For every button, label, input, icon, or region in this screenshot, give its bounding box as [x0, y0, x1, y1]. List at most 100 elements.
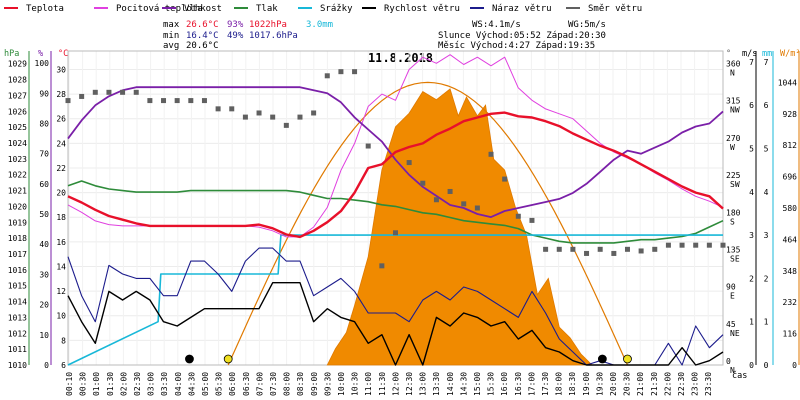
tick-x: 19:00: [582, 372, 591, 396]
tick-wm2: 232: [783, 298, 798, 307]
tick-x: 21:30: [650, 372, 659, 396]
series-solar-max: [227, 81, 629, 366]
tick-ms: 4: [749, 188, 754, 197]
wind-dir-point: [693, 242, 699, 248]
unit-c: °C: [58, 49, 68, 59]
tick-dir-name: NW: [730, 106, 740, 115]
series-wind-speed: [67, 282, 724, 366]
tick-dir-name: NE: [730, 329, 740, 338]
tick-dir-name: N: [730, 366, 735, 375]
tick-x: 20:30: [623, 372, 632, 396]
tick-x: 04:30: [187, 372, 196, 396]
tick-dir: 0: [726, 357, 731, 366]
legend-wind-gust: Náraz větru: [492, 4, 552, 14]
tick-ms: 3: [749, 231, 754, 240]
wind-dir-point: [120, 89, 126, 95]
unit-hpa: hPa: [4, 49, 19, 59]
tick-hpa: 1027: [8, 91, 27, 100]
tick-hpa: 1011: [8, 345, 27, 354]
wind-dir-point: [379, 263, 385, 269]
tick-dir: 90: [726, 283, 736, 292]
tick-mm: 1: [764, 318, 769, 327]
tick-hpa: 1017: [8, 250, 27, 259]
wind-dir-point: [283, 122, 289, 128]
tick-x: 00:30: [79, 372, 88, 396]
tick-hpa: 1018: [8, 234, 27, 243]
stat-min-label: min: [163, 31, 179, 41]
tick-x: 05:30: [215, 372, 224, 396]
tick-x: 18:00: [555, 372, 564, 396]
legend-temperature: Teplota: [26, 4, 64, 14]
tick-x: 03:30: [160, 372, 169, 396]
tick-c: 12: [56, 287, 66, 296]
legend-feels-like: Pocitová teplota: [116, 4, 203, 14]
tick-wm2: 696: [783, 173, 798, 182]
wind-dir-point: [133, 89, 139, 95]
tick-x: 20:00: [609, 372, 618, 396]
tick-wm2: 1044: [778, 78, 797, 87]
wind-dir-point: [406, 160, 412, 166]
wind-dir-point: [597, 246, 603, 252]
tick-dir: 135: [726, 245, 741, 254]
wind-dir-point: [106, 89, 112, 95]
tick-c: 8: [61, 336, 66, 345]
legend: Teplota Pocitová teplota Vlhkost Tlak Sr…: [4, 4, 642, 14]
tick-hpa: 1024: [8, 139, 27, 148]
tick-dir: 45: [726, 320, 736, 329]
wind-dir-point: [638, 248, 644, 254]
legend-wind-dir: Směr větru: [588, 4, 642, 14]
stat-max-hum: 93%: [227, 20, 244, 30]
tick-x: 03:00: [147, 372, 156, 396]
tick-dir-name: N: [730, 69, 735, 78]
stat-ws: WS:4.1m/s: [472, 20, 521, 30]
tick-pct: 60: [39, 180, 49, 189]
tick-hpa: 1020: [8, 202, 27, 211]
tick-mm: 3: [764, 231, 769, 240]
tick-x: 10:30: [351, 372, 360, 396]
tick-x: 02:30: [133, 372, 142, 396]
tick-hpa: 1013: [8, 313, 27, 322]
tick-hpa: 1021: [8, 187, 27, 196]
tick-hpa: 1023: [8, 155, 27, 164]
unit-deg: °: [726, 49, 731, 59]
wind-dir-point: [256, 110, 262, 116]
wind-dir-point: [420, 180, 426, 186]
wind-dir-point: [488, 151, 494, 157]
tick-dir-name: SE: [730, 254, 740, 263]
wind-dir-point: [611, 250, 617, 256]
tick-hpa: 1025: [8, 123, 27, 132]
tick-c: 22: [56, 164, 66, 173]
tick-hpa: 1028: [8, 76, 27, 85]
tick-x: 10:00: [337, 372, 346, 396]
marker-sunrise: [223, 354, 233, 364]
wind-dir-point: [297, 114, 303, 120]
tick-hpa: 1026: [8, 107, 27, 116]
wind-dir-point: [270, 114, 276, 120]
tick-hpa: 1012: [8, 329, 27, 338]
tick-x: 01:00: [92, 372, 101, 396]
stat-sun: Slunce Východ:05:52 Západ:20:30: [438, 31, 606, 41]
tick-c: 14: [56, 262, 66, 271]
tick-wm2: 580: [783, 204, 798, 213]
unit-x: čas: [732, 370, 747, 381]
wind-dir-point: [311, 110, 317, 116]
tick-x: 18:30: [568, 372, 577, 396]
wind-dir-point: [461, 201, 467, 207]
tick-wm2: 0: [792, 361, 797, 370]
wind-dir-point: [720, 242, 726, 248]
wind-dir-point: [624, 246, 630, 252]
stat-max-label: max: [163, 20, 180, 30]
wind-dir-point: [393, 230, 398, 236]
tick-wm2: 928: [783, 110, 798, 119]
wind-dir-point: [679, 242, 685, 248]
legend-pressure: Tlak: [256, 4, 278, 14]
tick-x: 14:30: [459, 372, 468, 396]
tick-ms: 2: [749, 274, 754, 283]
tick-pct: 20: [39, 301, 49, 310]
tick-pct: 0: [44, 361, 49, 370]
tick-pct: 50: [39, 210, 49, 219]
stat-rain: 3.0mm: [306, 20, 333, 30]
tick-x: 06:30: [242, 372, 251, 396]
tick-c: 6: [61, 361, 66, 370]
